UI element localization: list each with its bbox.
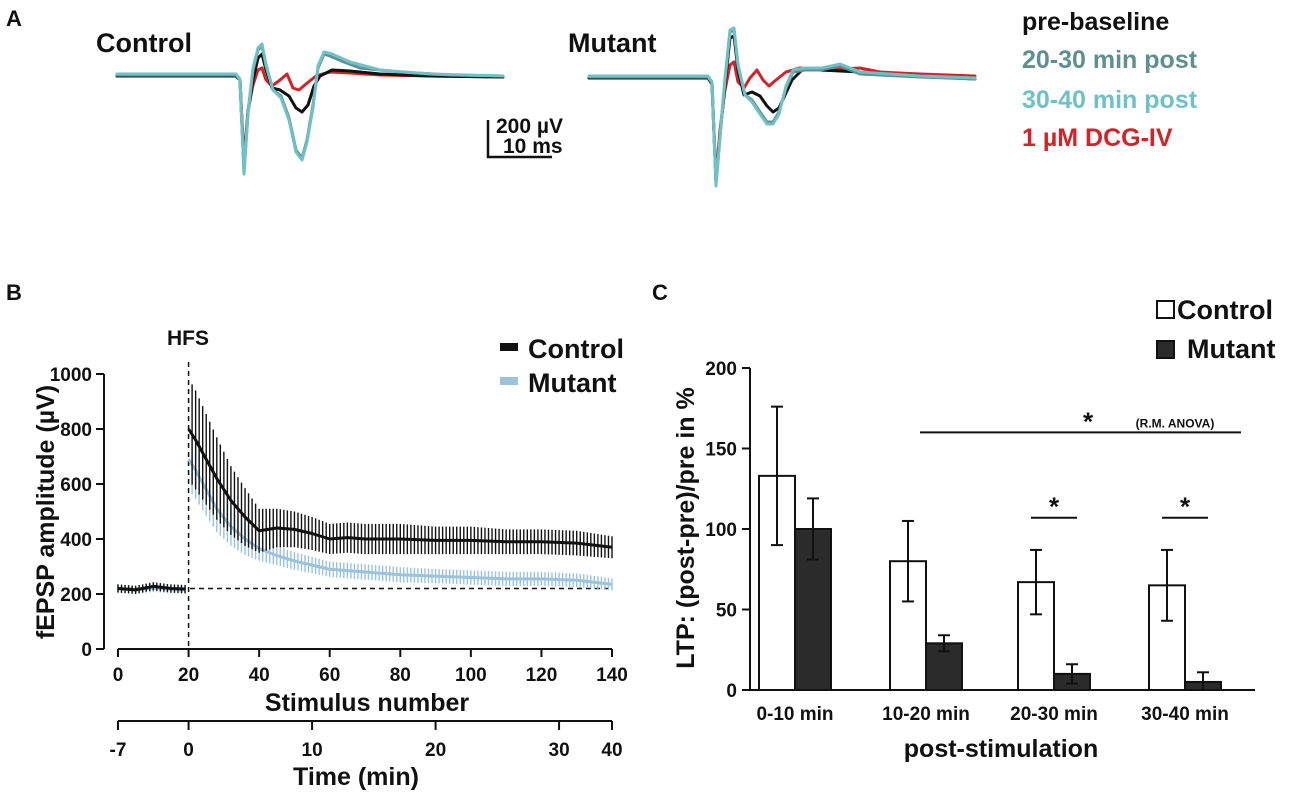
c-legend-control-swatch [1156,300,1175,319]
c-bars [758,405,1222,692]
control-trace-30-40 [115,42,505,176]
c-sig-star: * [1180,492,1191,522]
c-y-ticks: 0 50 100 150 200 [705,359,750,702]
b-x-axis-label: Stimulus number [265,689,469,717]
legend-dcg-iv: 1 µM DCG-IV [1022,124,1173,152]
b-x-ticks: 0 20 40 60 80 100 120 140 [113,649,628,686]
c-legend-mutant-swatch [1156,340,1175,359]
b-mean-line-control [117,428,613,592]
scale-bar-lines [486,120,552,159]
c-anova-star: * [1083,406,1094,436]
b-y-tick-label: 1000 [50,365,92,386]
control-trace-20-30 [115,44,505,174]
legend-30-40-min: 30-40 min post [1022,86,1198,114]
c-y-tick-label: 100 [705,520,737,541]
b-x-tick-label: 0 [113,665,124,686]
c-sig-star: * [1049,492,1060,522]
b-y-tick-label: 600 [60,475,92,496]
c-y-tick-label: 50 [716,601,737,622]
time-tick-label: -7 [110,740,127,761]
b-y-ticks: 0 200 400 600 800 1000 [50,365,104,661]
b-x-tick-label: 20 [178,665,199,686]
panel-c-label: C [652,280,668,305]
b-x-tick-label: 40 [249,665,270,686]
b-legend: Control Mutant [500,334,624,398]
b-series-control [117,384,613,594]
b-y-axis-label: fEPSP amplitude (µV) [32,385,60,639]
control-trace-pre [115,52,505,172]
c-y-tick-label: 150 [705,440,737,461]
c-significance: * (R.M. ANOVA) * * [920,406,1241,522]
b-legend-control: Control [528,334,624,364]
panel-a-label: A [6,6,22,31]
c-category-label: 0-10 min [756,704,833,725]
panel-a: A Control Mutant 200 µV 10 ms pre-baseli… [6,6,1198,188]
c-category-label: 20-30 min [1010,704,1098,725]
b-x-tick-label: 100 [455,665,487,686]
panel-b: B HFS 0 20 40 60 80 100 120 140 020040060080010… [6,280,628,791]
c-y-tick-label: 0 [726,681,737,702]
panel-b-label: B [6,280,22,305]
c-category-label: 10-20 min [882,704,970,725]
time-tick-label: 10 [302,740,323,761]
c-legend-mutant: Mutant [1187,334,1275,364]
b-y-tick-label: 800 [60,420,92,441]
time-axis-ticks: -7 0 10 20 30 40 [110,721,623,761]
c-legend-control: Control [1177,295,1273,325]
hfs-label: HFS [167,327,209,350]
c-y-axis-label: LTP: (post-pre)/pre in % [672,387,700,668]
time-tick-label: 40 [601,740,622,761]
c-category-labels: 0-10 min 10-20 min 20-30 min 30-40 min [756,704,1228,725]
c-legend: Control Mutant [1156,295,1275,364]
trace-legend: pre-baseline 20-30 min post 30-40 min po… [1022,8,1198,152]
scale-bar-time: 10 ms [503,135,563,158]
b-y-tick-label: 400 [60,530,92,551]
b-x-tick-label: 60 [319,665,340,686]
mutant-trace-title: Mutant [568,28,656,58]
b-legend-control-swatch [500,343,518,351]
time-axis-label: Time (min) [293,763,419,791]
control-trace-title: Control [96,28,192,58]
time-tick-label: 0 [183,740,194,761]
b-x-tick-label: 80 [390,665,411,686]
b-y-tick-label: 0 [81,640,92,661]
c-anova-note: (R.M. ANOVA) [1136,416,1215,430]
legend-pre-baseline: pre-baseline [1022,8,1169,36]
c-y-tick-label: 200 [705,359,737,380]
time-tick-label: 30 [549,740,570,761]
time-tick-label: 20 [425,740,446,761]
c-x-axis-label: post-stimulation [904,735,1098,763]
scale-bar-voltage: 200 µV [496,115,563,138]
control-traces [115,42,505,176]
scale-bar: 200 µV 10 ms [486,115,563,159]
mutant-trace-30-40 [587,26,977,188]
b-series [117,384,613,594]
b-y-tick-label: 200 [60,585,92,606]
mutant-traces [587,26,977,188]
c-category-label: 30-40 min [1141,704,1229,725]
b-x-tick-label: 120 [526,665,558,686]
b-legend-mutant-swatch [500,377,518,385]
mutant-trace-dcg [587,60,977,182]
b-legend-mutant: Mutant [528,368,616,398]
legend-20-30-min: 20-30 min post [1022,46,1198,74]
panel-c: C 0 50 100 150 200 0-10 min 10-20 min 20-30 mi… [652,280,1275,763]
b-x-tick-label: 140 [596,665,628,686]
